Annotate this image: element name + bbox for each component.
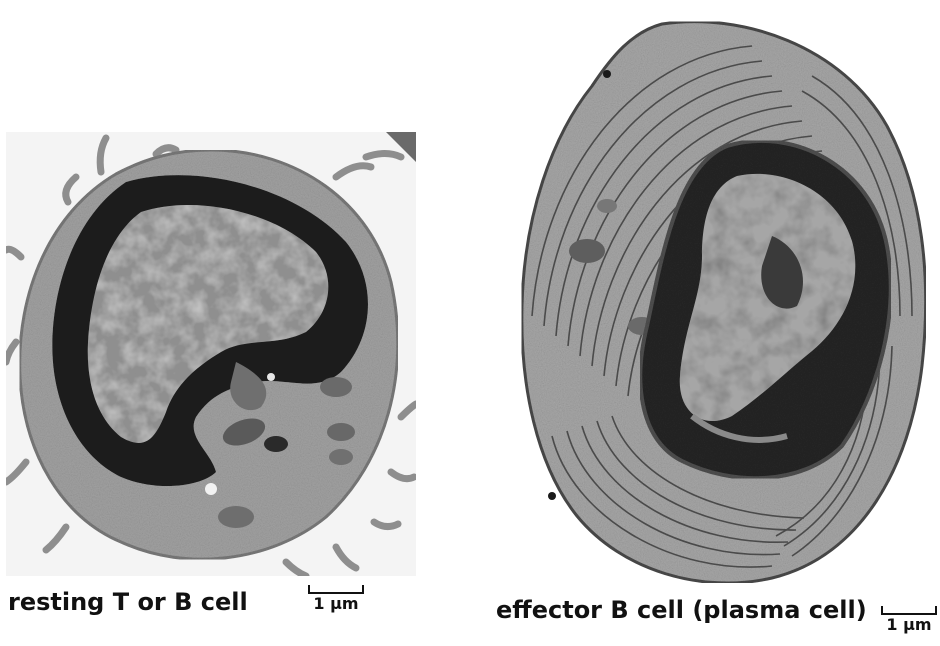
scale-bar-label: 1 μm bbox=[313, 594, 359, 613]
plasma-cell-caption: effector B cell (plasma cell) bbox=[496, 596, 867, 624]
scale-bar-line bbox=[881, 606, 937, 615]
plasma-cell-micrograph bbox=[512, 16, 936, 588]
resting-cell-micrograph bbox=[6, 132, 416, 576]
scale-bar-line bbox=[308, 585, 364, 594]
resting-cell-caption: resting T or B cell bbox=[8, 588, 248, 616]
scale-bar-label: 1 μm bbox=[886, 615, 932, 634]
